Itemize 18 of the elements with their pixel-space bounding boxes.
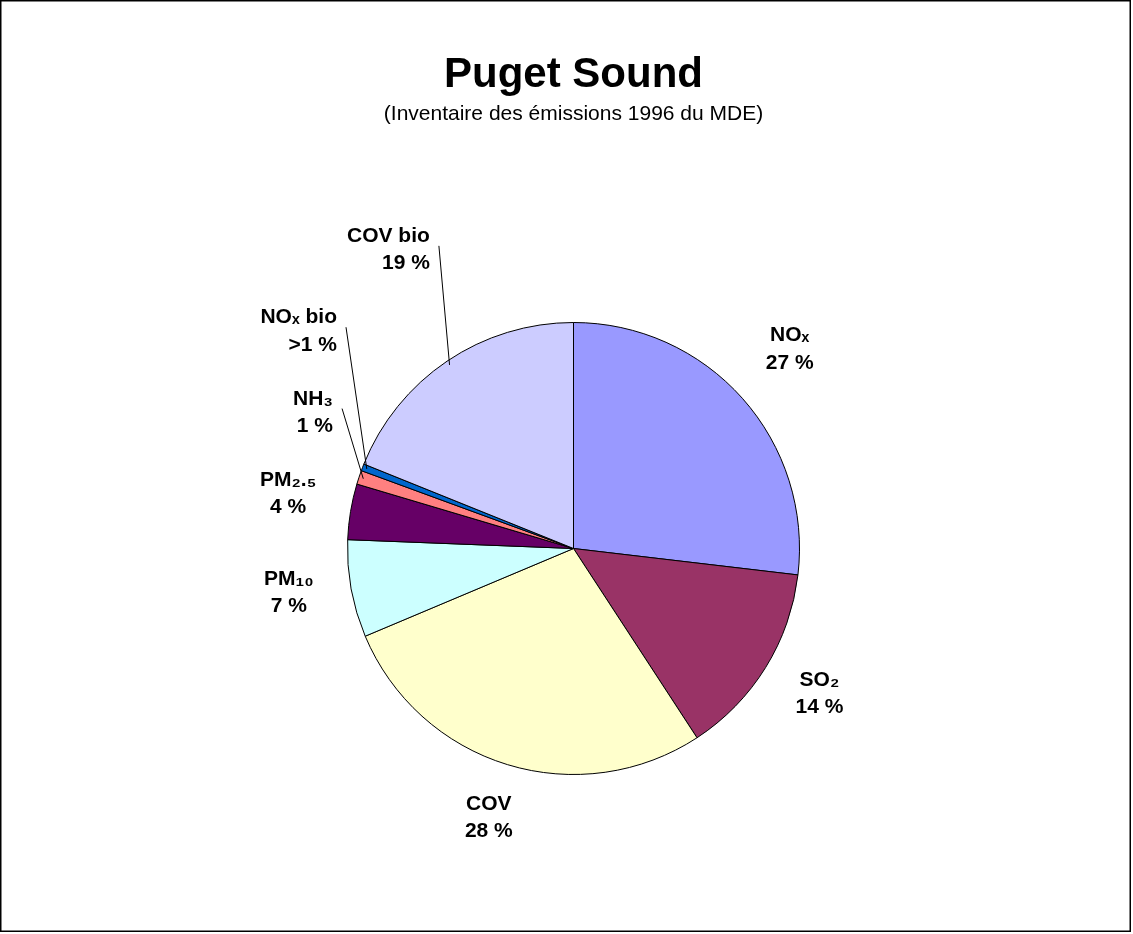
data-label: 27 % <box>765 349 814 373</box>
slice-label: PM₁₀ <box>264 565 314 589</box>
data-label: 14 % <box>795 694 844 718</box>
data-label: 19 % <box>381 250 431 274</box>
slice-label: COV <box>466 790 512 814</box>
data-label: 1 % <box>296 413 334 437</box>
slice-label: NH₃ <box>292 385 334 409</box>
slice-label: NOₓ bio <box>260 304 337 328</box>
chart-title: Puget Sound <box>444 49 703 96</box>
slice-label: SO₂ <box>799 666 840 690</box>
data-label: >1 % <box>288 331 338 355</box>
chart-subtitle: (Inventaire des émissions 1996 du MDE) <box>383 101 764 124</box>
slice-label: PM₂.₅ <box>259 466 317 490</box>
data-label: 7 % <box>270 593 308 617</box>
slice-label: NOₓ <box>770 321 810 345</box>
data-label: 28 % <box>464 818 514 842</box>
slice-label: COV bio <box>347 222 430 246</box>
data-label: 4 % <box>270 494 307 518</box>
